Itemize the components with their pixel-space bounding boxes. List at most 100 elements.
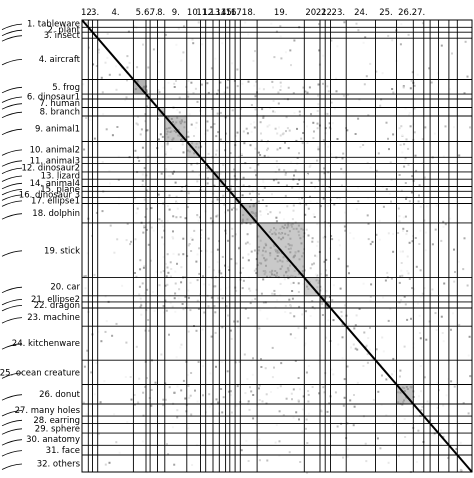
heatmap-cell bbox=[247, 80, 250, 83]
heatmap-cell bbox=[89, 118, 92, 121]
heatmap-cell bbox=[199, 216, 201, 219]
heatmap-cell bbox=[377, 152, 380, 155]
heatmap-cell bbox=[281, 133, 284, 136]
heatmap-cell bbox=[242, 176, 245, 179]
heatmap-cell bbox=[322, 236, 325, 239]
heatmap-cell bbox=[399, 275, 402, 278]
heatmap-cell bbox=[196, 400, 199, 403]
heatmap-cell bbox=[341, 157, 344, 160]
heatmap-cell bbox=[249, 222, 252, 225]
heatmap-cell bbox=[306, 173, 309, 176]
heatmap-cell bbox=[264, 367, 267, 370]
heatmap-cell bbox=[406, 270, 409, 272]
heatmap-cell bbox=[275, 424, 278, 427]
column-label-20: 20. bbox=[305, 8, 319, 18]
heatmap-cell bbox=[236, 320, 239, 323]
heatmap-cell bbox=[176, 409, 179, 412]
heatmap-cell bbox=[265, 142, 268, 144]
heatmap-cell bbox=[95, 362, 97, 364]
heatmap-cell bbox=[336, 45, 339, 48]
heatmap-cell bbox=[254, 95, 257, 98]
heatmap-cell bbox=[147, 66, 150, 69]
heatmap-cell bbox=[398, 215, 401, 218]
heatmap-cell bbox=[287, 277, 290, 280]
heatmap-cell bbox=[327, 319, 330, 322]
heatmap-cell bbox=[266, 459, 269, 462]
heatmap-cell bbox=[220, 272, 223, 275]
heatmap-cell bbox=[95, 65, 98, 67]
heatmap-cell bbox=[229, 152, 232, 155]
heatmap-cell bbox=[367, 222, 370, 225]
heatmap-cell bbox=[144, 423, 147, 426]
heatmap-cell bbox=[342, 152, 345, 155]
heatmap-cell bbox=[424, 126, 427, 129]
heatmap-cell bbox=[127, 71, 130, 73]
heatmap-cell bbox=[142, 266, 145, 269]
heatmap-cell bbox=[190, 81, 193, 84]
heatmap-cell bbox=[259, 154, 262, 156]
heatmap-cell bbox=[178, 288, 181, 291]
heatmap-cell bbox=[246, 233, 249, 236]
row-label-leader bbox=[1, 200, 23, 207]
heatmap-cell bbox=[335, 90, 338, 93]
heatmap-cell bbox=[255, 174, 257, 177]
heatmap-cell bbox=[244, 307, 247, 310]
heatmap-cell bbox=[288, 451, 291, 454]
heatmap-cell bbox=[255, 267, 258, 270]
heatmap-cell bbox=[435, 204, 438, 207]
heatmap-cell bbox=[205, 250, 208, 253]
heatmap-cell bbox=[276, 148, 279, 151]
heatmap-cell bbox=[125, 239, 128, 242]
heatmap-cell bbox=[144, 385, 147, 388]
heatmap-cell bbox=[141, 179, 144, 182]
heatmap-cell bbox=[284, 51, 287, 54]
heatmap-cell bbox=[249, 386, 251, 389]
heatmap-cell bbox=[464, 40, 467, 43]
heatmap-cell bbox=[180, 389, 183, 392]
heatmap-cell bbox=[324, 127, 327, 130]
row-label-leader bbox=[1, 175, 23, 182]
heatmap-cell bbox=[284, 141, 286, 144]
heatmap-cell bbox=[174, 310, 177, 313]
heatmap-cell bbox=[322, 184, 324, 187]
heatmap-cell bbox=[86, 349, 89, 352]
heatmap-cell bbox=[240, 449, 243, 452]
heatmap-cell bbox=[352, 237, 355, 240]
heatmap-cell bbox=[166, 266, 169, 269]
heatmap-cell bbox=[241, 287, 244, 290]
heatmap-cell bbox=[180, 59, 183, 62]
heatmap-cell bbox=[369, 295, 372, 298]
heatmap-cell bbox=[399, 369, 402, 372]
heatmap-cell bbox=[342, 94, 345, 97]
heatmap-cell bbox=[369, 243, 372, 246]
heatmap-cell bbox=[436, 381, 439, 384]
heatmap-cell bbox=[117, 178, 120, 181]
heatmap-cell bbox=[160, 219, 163, 222]
heatmap-cell bbox=[289, 312, 292, 315]
heatmap-cell bbox=[284, 194, 287, 197]
heatmap-cell bbox=[371, 358, 374, 361]
row-label-leader bbox=[1, 286, 23, 294]
heatmap-cell bbox=[215, 215, 218, 218]
heatmap-cell bbox=[133, 394, 136, 396]
heatmap-cell bbox=[200, 145, 203, 148]
heatmap-cell bbox=[354, 347, 357, 350]
column-label-11: 11. bbox=[196, 8, 210, 18]
heatmap-cell bbox=[440, 239, 443, 242]
heatmap-cell bbox=[86, 252, 89, 255]
heatmap-cell bbox=[217, 401, 220, 404]
heatmap-cell bbox=[136, 123, 139, 126]
heatmap-cell bbox=[413, 107, 416, 110]
heatmap-cell bbox=[166, 253, 169, 256]
heatmap-cell bbox=[98, 51, 100, 54]
heatmap-cell bbox=[158, 91, 161, 94]
heatmap-cell bbox=[100, 76, 103, 79]
heatmap-cell bbox=[179, 216, 182, 219]
heatmap-cell bbox=[324, 82, 327, 85]
heatmap-cell bbox=[237, 326, 240, 329]
heatmap-cell bbox=[408, 200, 411, 203]
heatmap-cell bbox=[171, 171, 174, 174]
heatmap-cell bbox=[402, 86, 405, 89]
heatmap-cell bbox=[453, 126, 455, 129]
heatmap-cell bbox=[209, 372, 212, 375]
